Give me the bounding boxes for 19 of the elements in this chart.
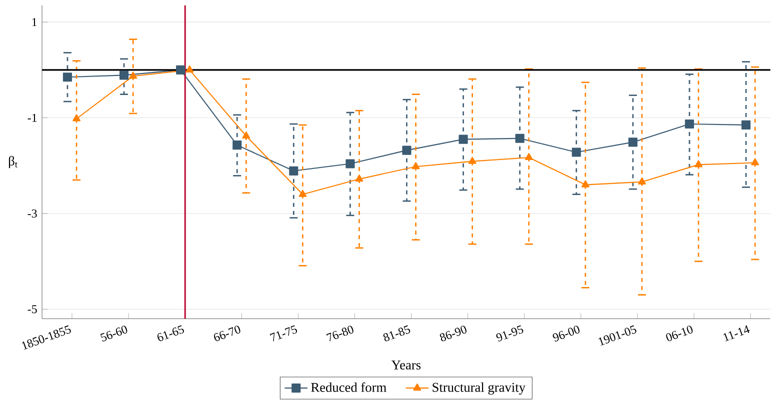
x-axis-title: Years xyxy=(391,360,421,370)
x-tick-label: 86-90 xyxy=(440,325,466,342)
x-tick-label: 91-95 xyxy=(496,325,524,342)
x-tick-label: 11-14 xyxy=(723,325,750,342)
x-tick-label: 96-00 xyxy=(552,325,580,342)
legend-label: Structural gravity xyxy=(432,382,526,394)
x-tick-label: 66-70 xyxy=(214,325,240,341)
x-tick-label: 71-75 xyxy=(270,325,298,342)
y-tick-label: 1 xyxy=(32,18,37,26)
x-tick-label: 06-10 xyxy=(666,325,693,341)
x-tick-label: 61-65 xyxy=(157,325,184,341)
x-tick-label: 76-80 xyxy=(326,325,354,342)
x-tick-label: 81-85 xyxy=(383,325,410,342)
x-tick-label: 56-60 xyxy=(100,325,128,342)
y-tick-label: -3 xyxy=(28,209,37,218)
legend-label: Reduced form xyxy=(311,382,386,392)
y-axis-title: β$_{t}$ xyxy=(8,156,18,168)
y-tick-label: -5 xyxy=(28,304,37,313)
y-tick-label: -1 xyxy=(28,114,37,122)
